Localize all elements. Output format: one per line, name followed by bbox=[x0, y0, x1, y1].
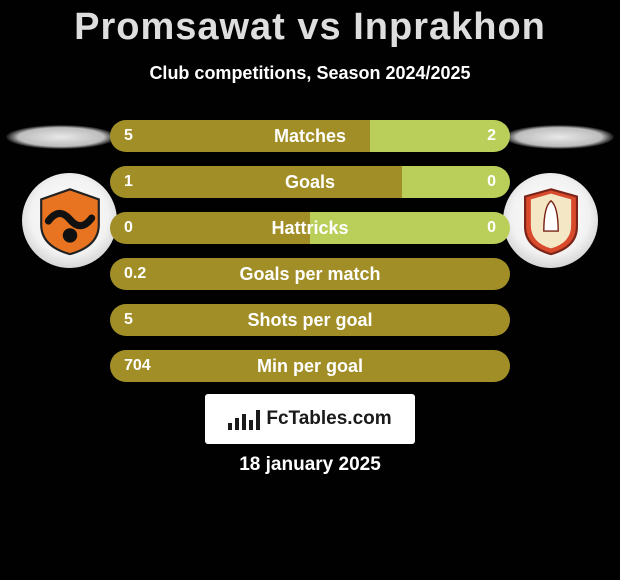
stat-row: 0.2Goals per match bbox=[110, 258, 510, 290]
stat-bar-right bbox=[310, 212, 510, 244]
stat-row: 52Matches bbox=[110, 120, 510, 152]
stat-bar-track bbox=[110, 258, 510, 290]
stat-rows: 52Matches 10Goals 00Hattricks 0.2Goals per … bbox=[110, 120, 510, 396]
stat-row: 00Hattricks bbox=[110, 212, 510, 244]
team-crest-right bbox=[503, 173, 598, 268]
stat-bar-left bbox=[110, 258, 510, 290]
stat-bar-left bbox=[110, 166, 402, 198]
crest-shadow-left bbox=[6, 125, 116, 149]
stat-bar-track bbox=[110, 166, 510, 198]
brand-text: FcTables.com bbox=[266, 408, 391, 430]
stat-bar-track bbox=[110, 350, 510, 382]
stat-row: 10Goals bbox=[110, 166, 510, 198]
stat-bar-track bbox=[110, 304, 510, 336]
crest-shadow-right bbox=[504, 125, 614, 149]
team-crest-left bbox=[22, 173, 117, 268]
page-subtitle: Club competitions, Season 2024/2025 bbox=[0, 63, 620, 84]
stat-row: 704Min per goal bbox=[110, 350, 510, 382]
stat-bar-right bbox=[402, 166, 510, 198]
stat-bar-left bbox=[110, 120, 370, 152]
stat-bar-track bbox=[110, 120, 510, 152]
stat-bar-left bbox=[110, 304, 510, 336]
page-title: Promsawat vs Inprakhon bbox=[0, 0, 620, 49]
team-crest-left-icon bbox=[34, 185, 106, 257]
stat-row: 5Shots per goal bbox=[110, 304, 510, 336]
stat-bar-right bbox=[370, 120, 510, 152]
footer-date: 18 january 2025 bbox=[0, 454, 620, 476]
brand-bars-icon bbox=[228, 408, 260, 430]
team-crest-right-icon bbox=[515, 185, 587, 257]
stat-bar-left bbox=[110, 212, 310, 244]
brand-badge: FcTables.com bbox=[205, 394, 415, 444]
stat-bar-left bbox=[110, 350, 510, 382]
stat-bar-track bbox=[110, 212, 510, 244]
